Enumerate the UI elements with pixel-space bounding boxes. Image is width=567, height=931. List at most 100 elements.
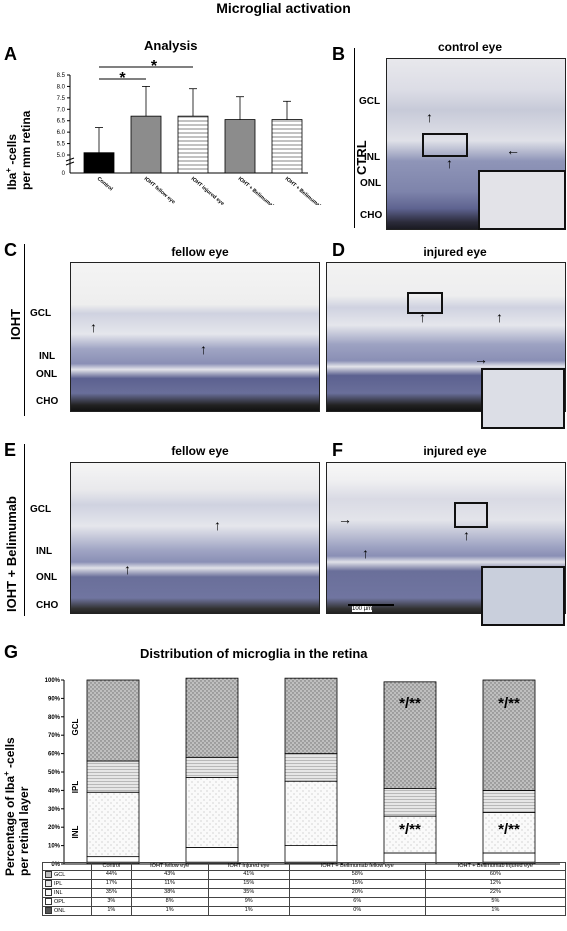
table-header-cell: IOHT fellow eye: [130, 862, 209, 871]
distribution-stacked-bar-chart: 100%90%80%70%60%50%40%30%20%10%0%GCLIPLI…: [45, 677, 560, 868]
y-tick-label: 90%: [48, 696, 61, 702]
distribution-table: Control IOHT fellow eye IOHT injured eye IO…: [42, 862, 567, 916]
stacked-segment: [284, 677, 338, 755]
table-cell: 1%: [130, 905, 209, 916]
panel-letter-d: D: [332, 240, 345, 260]
y-tick-label: 40%: [48, 788, 61, 794]
y-tick-label: 5.5: [57, 142, 66, 148]
bar: [83, 152, 115, 174]
stacked-segment: [482, 852, 536, 863]
table-cell: 6%: [288, 896, 426, 907]
layer-label-gcl-e: GCL: [30, 504, 52, 515]
y-tick-label: 60%: [48, 752, 61, 758]
table-row-label: IPL: [42, 878, 92, 889]
table-cell: 35%: [91, 887, 132, 898]
y-tick-label: 6.0: [57, 130, 66, 136]
bar-layer-label: IPL: [71, 781, 80, 794]
legend-swatch: [45, 888, 52, 896]
table-cell: 44%: [91, 870, 132, 880]
arrow-icon: ↑: [496, 309, 503, 325]
legend-swatch: [45, 897, 52, 905]
row-divider-ctrl: [354, 48, 355, 228]
table-cell: 0%: [288, 905, 426, 916]
arrow-icon: ↑: [90, 319, 97, 335]
legend-swatch: [45, 879, 52, 887]
stacked-segment: [86, 791, 140, 858]
panel-letter-e: E: [4, 440, 17, 460]
stacked-segment: [482, 790, 536, 813]
stacked-segment: [185, 777, 239, 848]
panel-b-title: control eye: [437, 40, 503, 54]
layer-label-inl-b: INL: [364, 152, 381, 163]
table-cell: 38%: [130, 887, 209, 898]
layer-label-cho-e: CHO: [36, 600, 59, 611]
y-tick-label: 8.5: [57, 73, 66, 79]
micrograph-belimumab-fellow-eye: [70, 462, 320, 614]
inset-region-box-b: [422, 133, 468, 157]
table-row: INL 35% 38% 35% 20% 22%: [42, 887, 567, 898]
y-tick-label: 8.0: [57, 84, 66, 90]
arrow-icon: ↑: [463, 527, 470, 543]
bar: [224, 119, 256, 174]
panel-g-title: Distribution of microglia in the retina: [140, 646, 368, 661]
bar: [271, 119, 303, 174]
table-cell: 15%: [288, 878, 426, 889]
panel-letter-g: G: [4, 642, 19, 662]
arrow-icon: →: [338, 511, 352, 527]
table-cell: 43%: [130, 870, 209, 880]
layer-label-gcl-b: GCL: [359, 96, 381, 107]
layer-label-cho-c: CHO: [36, 396, 59, 407]
stacked-segment: [482, 812, 536, 854]
layer-label-onl-b: ONL: [360, 178, 382, 189]
table-row-label: GCL: [42, 870, 92, 880]
inset-region-box-f: [454, 502, 488, 528]
x-tick-label: IOHT injured eye: [190, 176, 226, 205]
inset-region-box-d: [407, 292, 443, 314]
legend-swatch: [45, 906, 52, 914]
panel-g-ylabel: Percentage of Iba+ -cells per retinal la…: [2, 737, 31, 876]
panel-letter-b: B: [332, 44, 345, 64]
arrow-icon: ←: [506, 142, 520, 158]
row-label-belimumab: IOHT + Belimumab: [4, 496, 19, 612]
y-tick-label: 6.5: [57, 119, 66, 125]
significance-mark: */**: [399, 821, 421, 838]
panel-letter-c: C: [4, 240, 17, 260]
table-cell: 5%: [424, 896, 567, 907]
y-tick-label: 0: [62, 171, 66, 177]
x-tick-label: IOHT + Belimumab injured eye: [284, 176, 338, 205]
arrow-icon: ↑: [362, 545, 369, 561]
table-cell: 41%: [207, 870, 290, 880]
inset-micrograph-d: [481, 368, 565, 429]
table-cell: 11%: [130, 878, 209, 889]
arrow-icon: ↑: [214, 517, 221, 533]
panel-a-title: Analysis: [144, 38, 198, 53]
table-cell: 1%: [424, 905, 567, 916]
stacked-segment: [86, 679, 140, 762]
table-header-cell: Control: [91, 862, 132, 871]
table-cell: 35%: [207, 887, 290, 898]
y-tick-label: 70%: [48, 733, 61, 739]
stacked-segment: [284, 845, 338, 863]
bar-layer-label: INL: [71, 825, 80, 838]
y-tick-label: 80%: [48, 715, 61, 721]
table-cell: 9%: [207, 896, 290, 907]
y-tick-label: 10%: [48, 844, 61, 850]
panel-e-title: fellow eye: [171, 444, 229, 458]
legend-swatch: [45, 871, 52, 878]
table-corner: [42, 862, 92, 871]
row-label-ioht: IOHT: [8, 308, 23, 340]
y-tick-label: 20%: [48, 825, 61, 831]
table-cell: 60%: [424, 870, 567, 880]
panel-f-title: injured eye: [423, 444, 487, 458]
inset-micrograph-f: [481, 566, 565, 626]
table-cell: 22%: [424, 887, 567, 898]
table-row: IPL 17% 11% 15% 15% 12%: [42, 878, 567, 889]
panel-a-ylabel: Iba+ -cells per mm retina: [4, 110, 33, 190]
table-cell: 8%: [130, 896, 209, 907]
stacked-segment: [185, 847, 239, 863]
layer-label-inl-c: INL: [39, 351, 56, 362]
figure-title: Microglial activation: [216, 0, 351, 16]
arrow-icon: ↑: [124, 561, 131, 577]
arrow-icon: ↑: [446, 155, 453, 171]
inset-micrograph-b: [478, 170, 566, 230]
